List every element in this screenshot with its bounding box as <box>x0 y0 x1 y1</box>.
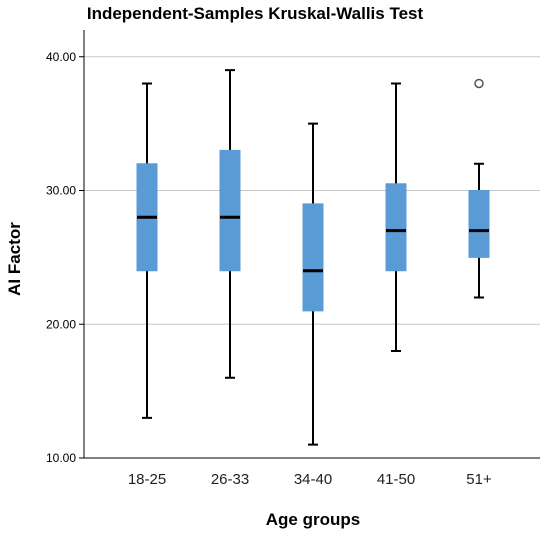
boxes <box>136 69 490 446</box>
y-tick-label: 40.00 <box>46 50 76 64</box>
x-tick-label: 51+ <box>466 471 492 488</box>
iqr-box <box>468 190 490 258</box>
iqr-box <box>302 203 324 312</box>
x-tick-label: 26-33 <box>211 471 249 488</box>
y-tick-label: 10.00 <box>46 451 76 465</box>
iqr-box <box>385 183 407 272</box>
box-group-34-40 <box>302 122 324 446</box>
axes <box>79 30 540 459</box>
y-tick-label: 30.00 <box>46 184 76 198</box>
iqr-box <box>219 149 241 272</box>
tick-labels: 10.00 20.00 30.00 40.00 18-25 26-33 34-40 41-50… <box>46 50 492 488</box>
box-group-18-25 <box>136 82 158 419</box>
box-group-51+ <box>468 78 490 299</box>
outlier-point <box>474 78 484 89</box>
y-tick-label: 20.00 <box>46 317 76 331</box>
x-tick-label: 18-25 <box>128 471 166 488</box>
x-tick-label: 41-50 <box>377 471 415 488</box>
box-group-41-50 <box>385 82 407 352</box>
box-group-26-33 <box>219 69 241 379</box>
chart-title: Independent-Samples Kruskal-Wallis Test <box>87 4 424 23</box>
x-tick-label: 34-40 <box>294 471 332 488</box>
x-axis-label: Age groups <box>266 510 360 529</box>
y-axis-label: AI Factor <box>5 222 24 296</box>
